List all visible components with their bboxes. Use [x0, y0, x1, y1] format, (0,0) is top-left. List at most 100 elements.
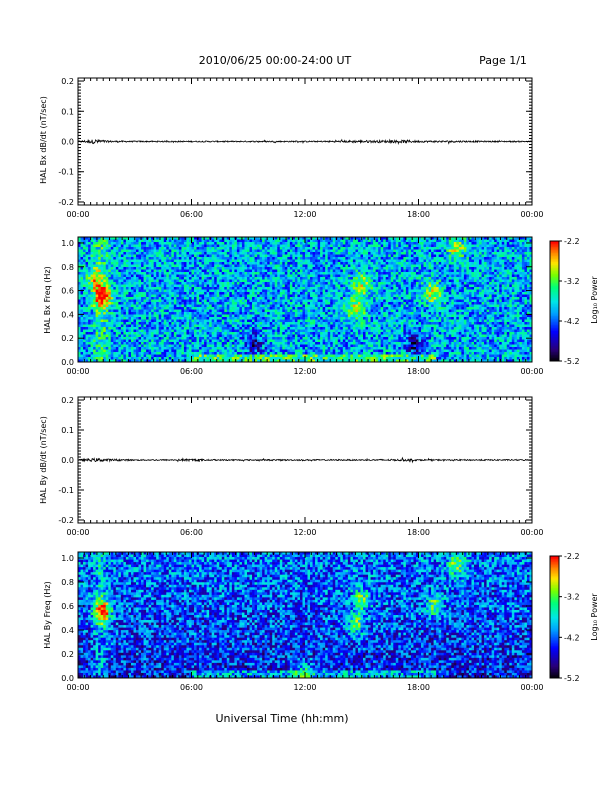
bx-dbdt-ytick-label: 0.1	[61, 107, 74, 116]
by-dbdt-ytick-label: -0.2	[58, 516, 74, 525]
colorbar-cell	[550, 575, 559, 578]
colorbar-cell	[550, 340, 559, 342]
colorbar-cell	[550, 613, 559, 616]
colorbar-cell	[550, 647, 559, 650]
colorbar-cell	[550, 325, 559, 327]
bx-freq-ylabel: HAL Bx Freq (Hz)	[43, 266, 52, 333]
colorbar-cell	[550, 359, 559, 362]
colorbar-cell	[550, 322, 559, 324]
colorbar-cell	[550, 635, 559, 638]
colorbar-cell	[550, 569, 559, 572]
bx-dbdt-xtick-label: 00:00	[66, 210, 89, 219]
by-dbdt-trace	[77, 456, 533, 464]
colorbar-cell	[550, 620, 559, 622]
colorbar-cell	[550, 335, 559, 338]
panel-bx-dbdt: HAL Bx dB/dt (nT/sec) 0.2 0.1 0.0 -0.1 -0.2 0…	[39, 77, 544, 219]
bx-dbdt-ytick-label: 0.0	[61, 138, 74, 147]
colorbar-cell	[550, 347, 559, 350]
colorbar-cell	[550, 346, 559, 348]
by-dbdt-ytick-label: 0.0	[61, 456, 74, 465]
colorbar-cell	[550, 572, 559, 575]
colorbar-tick-label: -5.2	[564, 674, 580, 683]
colorbar-cell	[550, 253, 559, 255]
colorbar-cell	[550, 568, 559, 571]
colorbar-cell	[550, 343, 559, 345]
by-dbdt-ytick-label: 0.1	[61, 426, 74, 435]
colorbar-cell	[550, 326, 559, 329]
colorbar-cell	[550, 673, 559, 676]
colorbar-cell	[550, 618, 559, 621]
colorbar-cell	[550, 265, 559, 267]
colorbar-cell	[550, 571, 559, 574]
colorbar-cell	[550, 358, 559, 360]
colorbar-cell	[550, 562, 559, 565]
colorbar-by-title: Log₁₀ Power	[590, 593, 599, 641]
colorbar-cell	[550, 289, 559, 291]
colorbar-cell	[550, 632, 559, 635]
by-freq-xtick-label: 00:00	[520, 683, 543, 692]
colorbar-cell	[550, 642, 559, 645]
colorbar-cell	[550, 658, 559, 661]
bx-dbdt-trace	[77, 138, 533, 145]
colorbar-cell	[550, 278, 559, 281]
by-dbdt-xtick-label: 18:00	[407, 528, 430, 537]
colorbar-cell	[550, 641, 559, 644]
colorbar-cell	[550, 296, 559, 299]
by-dbdt-ytick-label: 0.2	[61, 396, 74, 405]
bx-freq-ytick-label: 0.2	[61, 334, 74, 343]
by-freq-ytick-label: 0.8	[61, 578, 74, 587]
colorbar-cell	[550, 344, 559, 347]
colorbar-cell	[550, 283, 559, 285]
panel-bx-freq: HAL Bx Freq (Hz) 1.00.80.60.40.20.000:00…	[43, 236, 544, 376]
colorbar-tick-label: -3.2	[564, 593, 580, 602]
colorbar-cell	[550, 581, 559, 584]
colorbar-cell	[550, 310, 559, 312]
colorbar-cell	[550, 586, 559, 589]
colorbar-cell	[550, 251, 559, 254]
colorbar-cell	[550, 286, 559, 288]
colorbar-cell	[550, 317, 559, 320]
colorbar-tick-label: -2.2	[564, 237, 580, 246]
by-freq-ytick-label: 0.6	[61, 602, 74, 611]
colorbar-cell	[550, 676, 559, 679]
colorbar-cell	[550, 328, 559, 330]
colorbar-cell	[550, 604, 559, 607]
colorbar-cell	[550, 302, 559, 305]
bx-dbdt-ytick-label: 0.2	[61, 77, 74, 86]
colorbar-cell	[550, 557, 559, 560]
colorbar-cell	[550, 588, 559, 590]
colorbar-cell	[550, 659, 559, 662]
colorbar-cell	[550, 591, 559, 593]
bx-freq-ytick-label: 0.6	[61, 287, 74, 296]
colorbar-cell	[550, 626, 559, 629]
colorbar-cell	[550, 314, 559, 317]
colorbar-cell	[550, 609, 559, 612]
colorbar-cell	[550, 316, 559, 318]
colorbar-cell	[550, 248, 559, 251]
colorbar-cell	[550, 629, 559, 632]
colorbar-cell	[550, 319, 559, 321]
colorbar-cell	[550, 281, 559, 284]
colorbar-frame	[549, 555, 560, 679]
colorbar-cell	[550, 583, 559, 586]
colorbar-cell	[550, 307, 559, 309]
colorbar-cell	[550, 271, 559, 273]
colorbar-bx: Log₁₀ Power -2.2 -3.2 -4.2 -5.2	[549, 237, 599, 366]
bx-freq-xtick-label: 12:00	[293, 367, 316, 376]
colorbar-cell	[550, 304, 559, 306]
colorbar-cell	[550, 311, 559, 314]
colorbar-cell	[550, 245, 559, 248]
bx-dbdt-ytick-label: -0.2	[58, 198, 74, 207]
bx-dbdt-xtick-label: 18:00	[407, 210, 430, 219]
colorbar-cell	[550, 580, 559, 583]
colorbar-cell	[550, 263, 559, 266]
colorbar-cell	[550, 341, 559, 344]
by-freq-ytick-label: 0.2	[61, 650, 74, 659]
colorbar-cell	[550, 577, 559, 580]
colorbar-cell	[550, 295, 559, 297]
colorbar-cell	[550, 612, 559, 615]
colorbar-cell	[550, 337, 559, 339]
colorbar-cell	[550, 275, 559, 278]
colorbar-cell	[550, 350, 559, 353]
